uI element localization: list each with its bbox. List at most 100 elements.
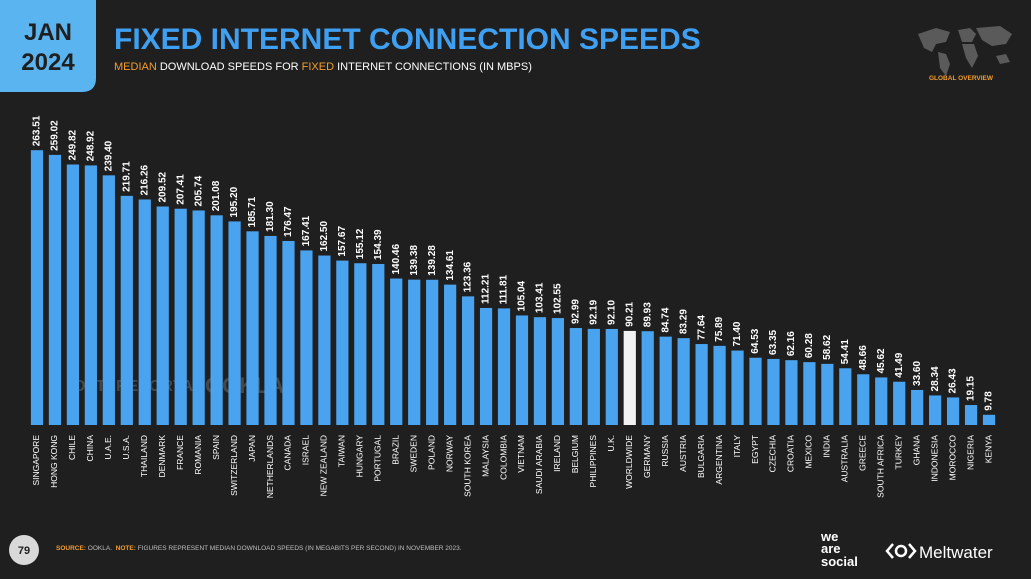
value-label: 90.21 [624, 301, 635, 326]
date-box [0, 0, 96, 92]
bar [929, 395, 942, 425]
plot-area: SINGAPORE 263.51 HONG KONG 259.02 CHILE 249.8… [30, 115, 996, 498]
value-label: 102.55 [553, 283, 564, 314]
bar [408, 279, 421, 425]
bar [533, 317, 547, 425]
value-label: 75.89 [714, 316, 725, 341]
value-label: 249.82 [68, 129, 79, 160]
x-tick-label: BRAZIL [390, 435, 400, 465]
bar [372, 263, 385, 425]
bar [48, 154, 62, 425]
x-tick-label: INDONESIA [929, 435, 939, 482]
value-label: 263.51 [32, 115, 43, 146]
bar [479, 307, 493, 425]
meltwater-logo: Meltwater [919, 543, 993, 562]
value-label: 140.46 [391, 243, 402, 274]
bar [785, 360, 798, 425]
footer-label: SOURCE: [56, 545, 86, 552]
value-label: 162.50 [319, 221, 330, 252]
x-tick-label: CHINA [85, 435, 95, 462]
value-label: 33.60 [912, 360, 923, 385]
bar [246, 231, 259, 425]
value-label: 84.74 [660, 307, 671, 332]
page-number: 79 [18, 545, 30, 557]
bar [641, 331, 654, 425]
bar [623, 330, 636, 425]
x-tick-label: EGYPT [750, 435, 760, 464]
value-label: 77.64 [696, 315, 707, 340]
x-tick-label: CROATIA [786, 435, 796, 472]
bar [857, 374, 870, 425]
bar [695, 344, 708, 425]
x-tick-label: TURKEY [893, 435, 903, 470]
footer-text: FIGURES REPRESENT MEDIAN DOWNLOAD SPEEDS… [138, 545, 462, 552]
bar [731, 350, 744, 425]
chart-subtitle: MEDIAN DOWNLOAD SPEEDS FOR FIXED INTERNE… [114, 61, 532, 73]
subtitle-highlight: MEDIAN [114, 61, 157, 73]
value-label: 167.41 [301, 215, 312, 246]
x-tick-label: CZECHIA [768, 435, 778, 473]
badge: GLOBAL OVERVIEW [929, 75, 994, 82]
bar [336, 260, 349, 425]
subtitle-text: DOWNLOAD SPEEDS FOR [157, 61, 302, 73]
brand-line: we [820, 529, 838, 544]
x-tick-label: CHILE [67, 435, 77, 460]
x-tick-label: MEXICO [804, 435, 814, 469]
value-label: 181.30 [265, 201, 276, 232]
value-label: 209.52 [157, 171, 168, 202]
value-label: 19.15 [966, 376, 977, 401]
value-label: 139.28 [427, 245, 438, 276]
bar [461, 296, 475, 425]
value-label: 239.40 [103, 140, 114, 171]
value-label: 92.10 [606, 299, 617, 324]
subtitle-highlight: FIXED [302, 61, 334, 73]
footer-label: NOTE: [116, 545, 136, 552]
value-label: 176.47 [283, 206, 294, 237]
x-tick-label: AUSTRALIA [840, 435, 850, 483]
x-tick-label: SPAIN [211, 435, 221, 460]
value-label: 111.81 [499, 274, 510, 304]
value-label: 92.99 [571, 299, 582, 324]
value-label: 41.49 [894, 352, 905, 377]
x-tick-label: NEW ZEALAND [319, 435, 329, 496]
x-tick-label: HUNGARY [355, 435, 365, 478]
x-tick-label: BULGARIA [696, 435, 706, 478]
value-label: 103.41 [535, 282, 546, 313]
bar [354, 263, 367, 425]
x-tick-label: WORLDWIDE [624, 435, 634, 489]
x-tick-label: MALAYSIA [480, 435, 490, 477]
x-tick-label: POLAND [426, 435, 436, 470]
x-tick-label: GHANA [911, 435, 921, 466]
footer: SOURCE: OOKLA. NOTE: FIGURES REPRESENT M… [56, 545, 462, 552]
bar [426, 279, 439, 425]
value-label: 58.62 [822, 334, 833, 359]
x-tick-label: ARGENTINA [714, 435, 724, 485]
bar [282, 240, 295, 425]
subtitle-text: INTERNET CONNECTIONS (IN MBPS) [334, 61, 532, 73]
bar [102, 175, 115, 425]
bar [318, 255, 331, 425]
footer-text: OOKLA. [88, 545, 112, 552]
bar [390, 278, 403, 425]
x-tick-label: SWEDEN [408, 435, 418, 472]
bar [30, 150, 44, 425]
x-tick-label: KENYA [983, 435, 993, 464]
value-label: 26.43 [948, 368, 959, 393]
value-label: 28.34 [930, 366, 941, 391]
x-tick-label: RUSSIA [660, 435, 670, 467]
value-label: 71.40 [732, 321, 743, 346]
value-label: 155.12 [355, 228, 366, 259]
bar [964, 405, 978, 425]
x-tick-label: SINGAPORE [31, 435, 41, 486]
bar [138, 199, 151, 425]
bar [210, 215, 223, 425]
x-tick-label: CANADA [283, 435, 293, 471]
bar [156, 206, 169, 425]
value-label: 62.16 [786, 331, 797, 356]
x-tick-label: U.A.E. [103, 435, 113, 460]
bar [839, 368, 852, 425]
value-label: 92.19 [588, 299, 599, 324]
bar [120, 195, 133, 425]
bar [497, 308, 511, 425]
